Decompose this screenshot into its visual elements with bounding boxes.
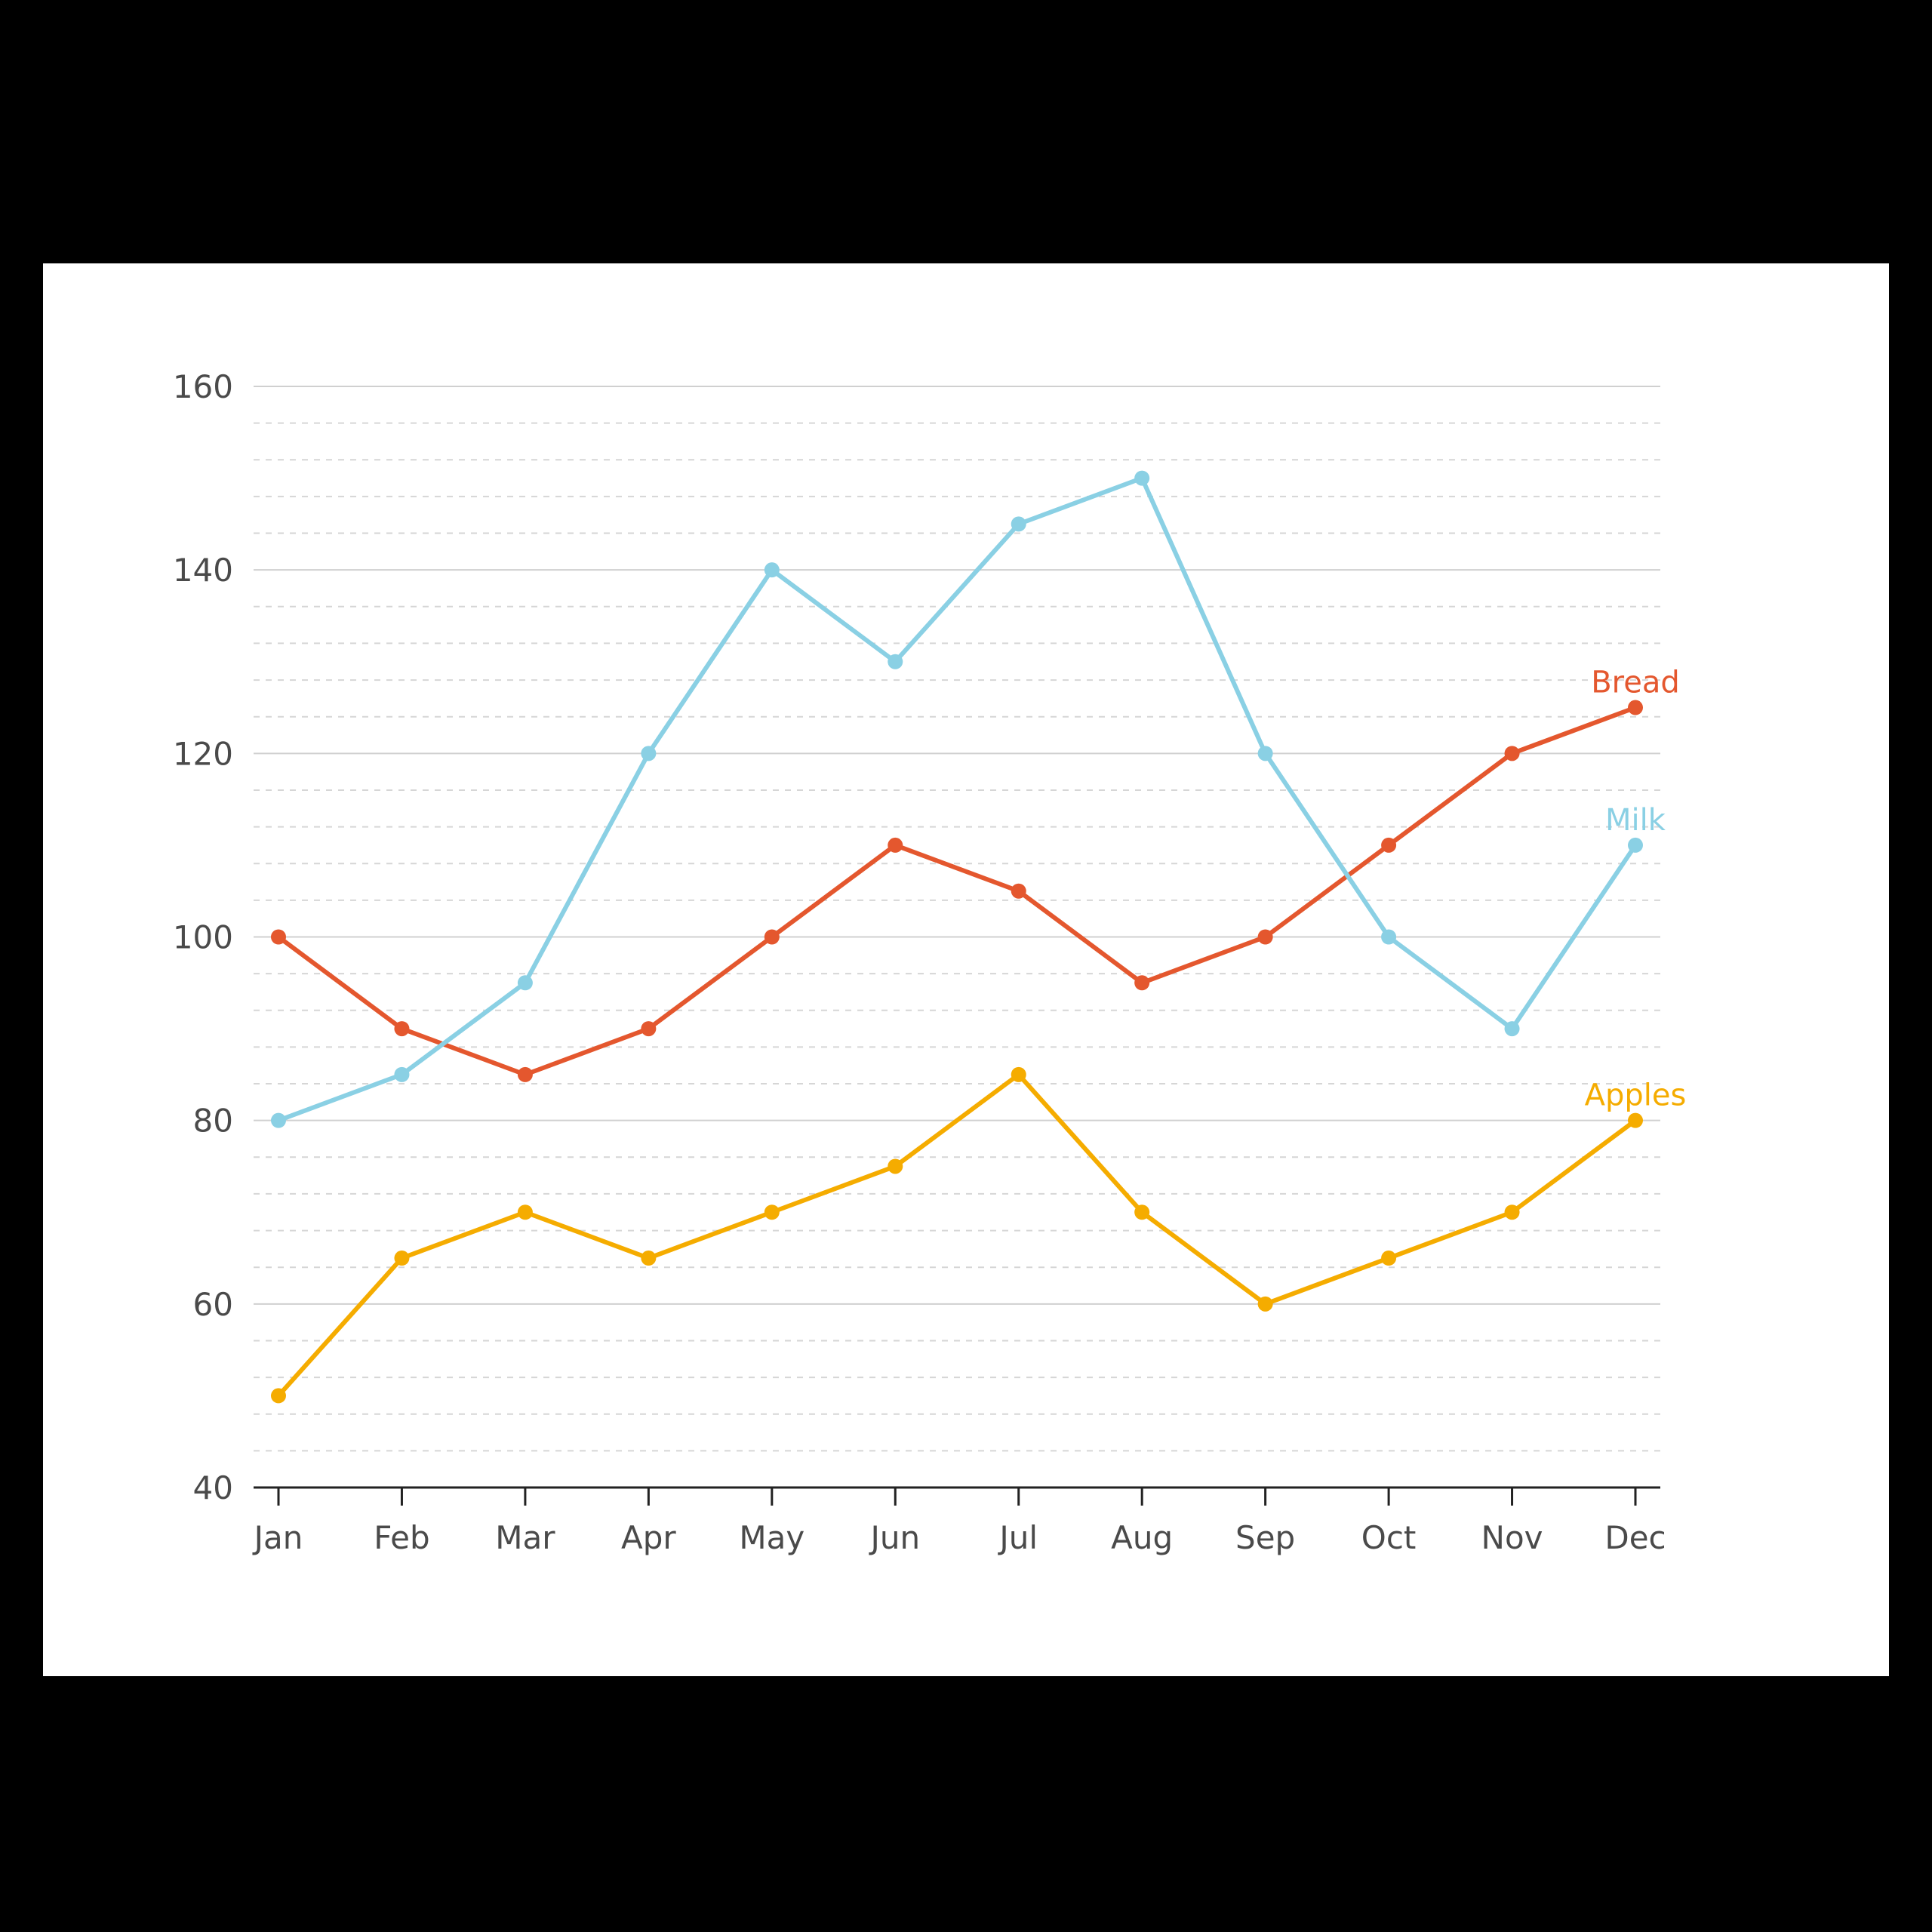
data-point: [517, 975, 533, 991]
series-milk: [271, 470, 1643, 1128]
x-tick-label: Nov: [1481, 1519, 1543, 1556]
y-tick-label: 100: [173, 919, 233, 956]
data-point: [641, 1251, 657, 1266]
data-point: [1381, 1251, 1397, 1266]
data-point: [394, 1251, 410, 1266]
data-point: [517, 1066, 533, 1082]
series-line: [276, 1072, 1637, 1398]
data-point: [764, 929, 780, 945]
x-tick-label: Dec: [1604, 1519, 1666, 1556]
chart-panel: 40 60 80 100 120 140 160 Jan Feb Mar Apr May Jun Jul…: [43, 263, 1889, 1676]
data-point: [1011, 516, 1026, 532]
data-point: [1504, 1021, 1520, 1037]
series-label-apples: Apples: [1585, 1078, 1687, 1113]
x-tick-label: Jun: [868, 1519, 920, 1556]
x-tick-label: Oct: [1361, 1519, 1417, 1556]
data-point: [517, 1204, 533, 1220]
x-tick-label: Feb: [374, 1519, 429, 1556]
data-point: [641, 1021, 657, 1037]
x-tick-label: Jul: [997, 1519, 1038, 1556]
gridlines: [254, 386, 1660, 1452]
data-point: [1381, 837, 1397, 853]
series-labels: Bread Milk Apples: [1585, 666, 1687, 1113]
data-point: [888, 837, 903, 853]
series-lines: [271, 470, 1643, 1404]
series-line: [277, 475, 1638, 1123]
series-label-milk: Milk: [1605, 803, 1666, 838]
y-tick-label: 160: [173, 368, 233, 405]
y-tick-label: 80: [193, 1103, 233, 1140]
data-point: [1011, 1066, 1026, 1082]
data-point: [1011, 883, 1026, 899]
x-tick-label: Sep: [1235, 1519, 1295, 1556]
data-point: [1504, 746, 1520, 761]
series-bread: [271, 700, 1643, 1082]
data-point: [1628, 700, 1643, 715]
data-point: [1257, 929, 1273, 945]
data-point: [394, 1066, 410, 1082]
y-axis: 40 60 80 100 120 140 160: [173, 368, 233, 1506]
data-point: [1628, 1112, 1643, 1128]
data-point: [271, 1112, 286, 1128]
series-line: [277, 705, 1637, 1077]
data-point: [271, 1388, 286, 1404]
y-tick-label: 120: [173, 735, 233, 772]
data-point: [1134, 1204, 1150, 1220]
data-point: [1257, 746, 1273, 761]
data-point: [394, 1021, 410, 1037]
data-point: [764, 562, 780, 578]
x-tick-label: May: [739, 1519, 804, 1556]
x-tick-label: Jan: [252, 1519, 303, 1556]
data-point: [888, 1158, 903, 1174]
line-chart: 40 60 80 100 120 140 160 Jan Feb Mar Apr May Jun Jul…: [173, 368, 1687, 1556]
data-point: [641, 746, 657, 761]
series-apples: [271, 1066, 1643, 1404]
y-tick-label: 40: [193, 1469, 233, 1506]
x-tick-label: Apr: [621, 1519, 676, 1556]
data-point: [1134, 975, 1150, 991]
x-tick-label: Mar: [495, 1519, 555, 1556]
y-tick-label: 140: [173, 552, 233, 589]
data-point: [1381, 929, 1397, 945]
data-point: [1134, 470, 1150, 486]
x-tick-label: Aug: [1111, 1519, 1173, 1556]
data-point: [1257, 1296, 1273, 1312]
series-label-bread: Bread: [1591, 666, 1680, 700]
data-point: [764, 1204, 780, 1220]
y-tick-label: 60: [193, 1286, 233, 1323]
x-axis: Jan Feb Mar Apr May Jun Jul Aug Sep Oct Nov Dec: [252, 1486, 1666, 1556]
data-point: [888, 654, 903, 669]
data-point: [1504, 1204, 1520, 1220]
data-point: [1628, 837, 1643, 853]
data-point: [271, 929, 286, 945]
